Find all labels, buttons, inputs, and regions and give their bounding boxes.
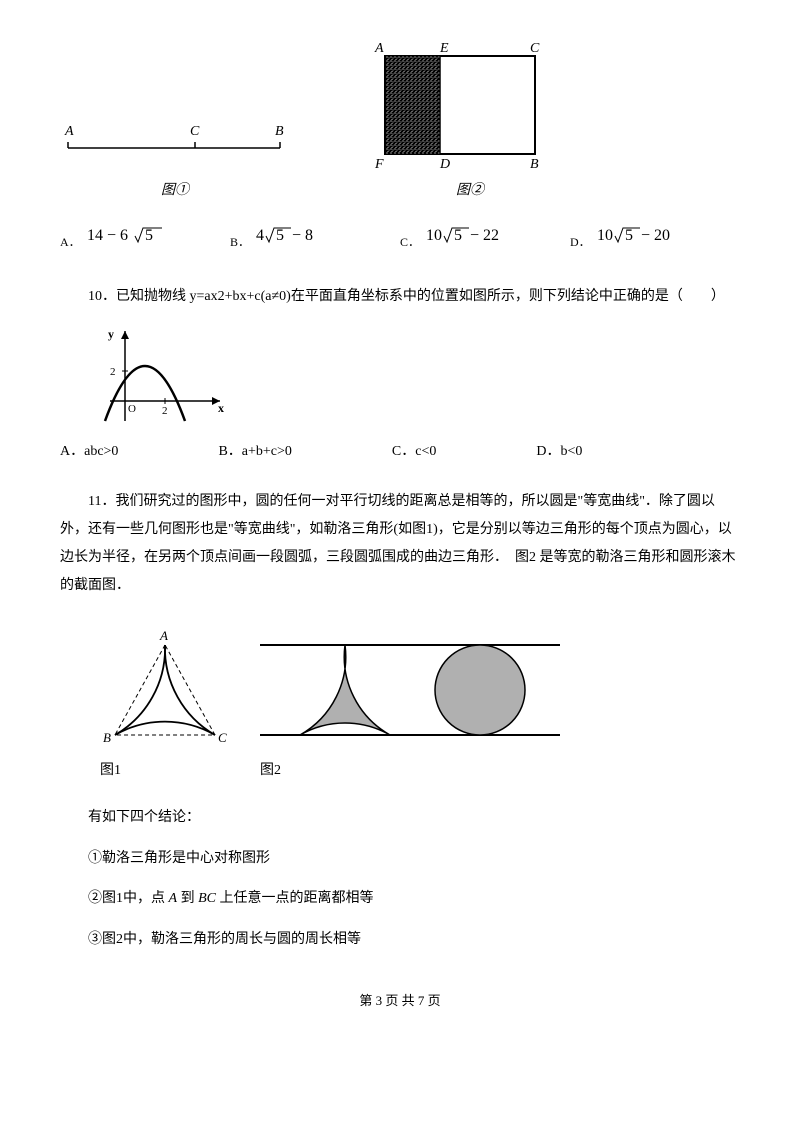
vertex-B: B <box>103 730 111 745</box>
q11-stem: 11．我们研究过的图形中，圆的任何一对平行切线的距离总是相等的，所以圆是"等宽曲… <box>60 488 740 600</box>
vertex-A: A <box>159 630 168 643</box>
point-c-label: C <box>190 124 200 139</box>
q10-opt-D: D．b<0 <box>536 441 582 463</box>
opt-letter-D: D． <box>570 233 591 252</box>
reuleaux-figures: A B C <box>100 630 740 750</box>
q10-options: A．abc>0 B．a+b+c>0 C．c<0 D．b<0 <box>60 441 740 463</box>
pt-D: D <box>439 157 450 170</box>
c2-mid: 到 <box>177 891 198 906</box>
fig2-label: 图② <box>370 180 570 202</box>
opt-letter-C: C． <box>400 233 420 252</box>
q10-opt-B: B．a+b+c>0 <box>218 441 291 463</box>
figure-1: A C B 图① <box>60 120 290 202</box>
pt-C: C <box>530 41 540 56</box>
conclusion-2: ②图1中，点 A 到 BC 上任意一点的距离都相等 <box>88 888 740 910</box>
q11-fig1-label: 图1 <box>100 760 230 782</box>
c2-post: 上任意一点的距离都相等 <box>216 891 374 906</box>
q11-fig2-label: 图2 <box>260 760 281 782</box>
q9-opt-B: B． 4 5 − 8 <box>230 222 400 252</box>
svg-text:5: 5 <box>145 227 153 244</box>
c2-BC: BC <box>198 891 216 906</box>
opt-letter-B: B． <box>230 233 250 252</box>
reuleaux-triangle-svg: A B C <box>100 630 230 750</box>
opt-letter-A: A． <box>60 233 81 252</box>
c2-A: A <box>169 891 178 906</box>
svg-text:5: 5 <box>276 227 284 244</box>
origin-label: O <box>128 403 136 415</box>
math-14-6sqrt5: 14 − 6 5 <box>87 222 167 246</box>
figure-2: A E C F D B 图② <box>370 40 570 202</box>
line-segment-diagram: A C B <box>60 120 290 170</box>
conclusions-header: 有如下四个结论： <box>88 807 740 829</box>
c2-pre: ②图1中，点 <box>88 891 169 906</box>
svg-text:5: 5 <box>454 227 462 244</box>
q9-opt-C: C． 10 5 − 22 <box>400 222 570 252</box>
parabola-figure: y x O 2 2 <box>100 326 740 426</box>
rectangle-diagram: A E C F D B <box>370 40 550 170</box>
y-tick-2: 2 <box>110 366 116 378</box>
fig1-label: 图① <box>60 180 290 202</box>
svg-text:10: 10 <box>597 227 613 244</box>
q9-options: A． 14 − 6 5 B． 4 5 − 8 C． 10 5 − 22 D． 1… <box>60 222 740 252</box>
pt-F: F <box>374 157 384 170</box>
conclusion-3: ③图2中，勒洛三角形的周长与圆的周长相等 <box>88 929 740 951</box>
parabola-svg: y x O 2 2 <box>100 326 230 426</box>
svg-text:− 8: − 8 <box>292 227 313 244</box>
pt-E: E <box>439 41 449 56</box>
q10-opt-A: A．abc>0 <box>60 441 118 463</box>
point-b-label: B <box>275 124 284 139</box>
x-axis-label: x <box>218 401 224 415</box>
svg-text:4: 4 <box>256 227 264 244</box>
page-footer: 第 3 页 共 7 页 <box>60 991 740 1012</box>
q10-stem: 10．已知抛物线 y=ax2+bx+c(a≠0)在平面直角坐标系中的位置如图所示… <box>60 283 740 311</box>
math-10sqrt5-22: 10 5 − 22 <box>426 222 526 246</box>
reuleaux-and-circle-svg <box>260 630 560 750</box>
y-axis-label: y <box>108 327 114 341</box>
q9-opt-A: A． 14 − 6 5 <box>60 222 230 252</box>
pt-B: B <box>530 157 539 170</box>
svg-text:5: 5 <box>625 227 633 244</box>
top-figures: A C B 图① A E C F D B <box>60 40 740 202</box>
svg-text:− 22: − 22 <box>470 227 499 244</box>
conclusion-1: ①勒洛三角形是中心对称图形 <box>88 848 740 870</box>
vertex-C: C <box>218 730 227 745</box>
point-a-label: A <box>64 124 74 139</box>
q10-opt-C: C．c<0 <box>392 441 436 463</box>
svg-text:− 20: − 20 <box>641 227 670 244</box>
pt-A: A <box>374 41 384 56</box>
math-10sqrt5-20: 10 5 − 20 <box>597 222 697 246</box>
q9-opt-D: D． 10 5 − 20 <box>570 222 740 252</box>
reuleaux-labels: 图1 图2 <box>100 760 740 782</box>
svg-text:14 − 6: 14 − 6 <box>87 227 128 244</box>
svg-text:10: 10 <box>426 227 442 244</box>
x-tick-2: 2 <box>162 405 168 417</box>
math-4sqrt5-8: 4 5 − 8 <box>256 222 336 246</box>
